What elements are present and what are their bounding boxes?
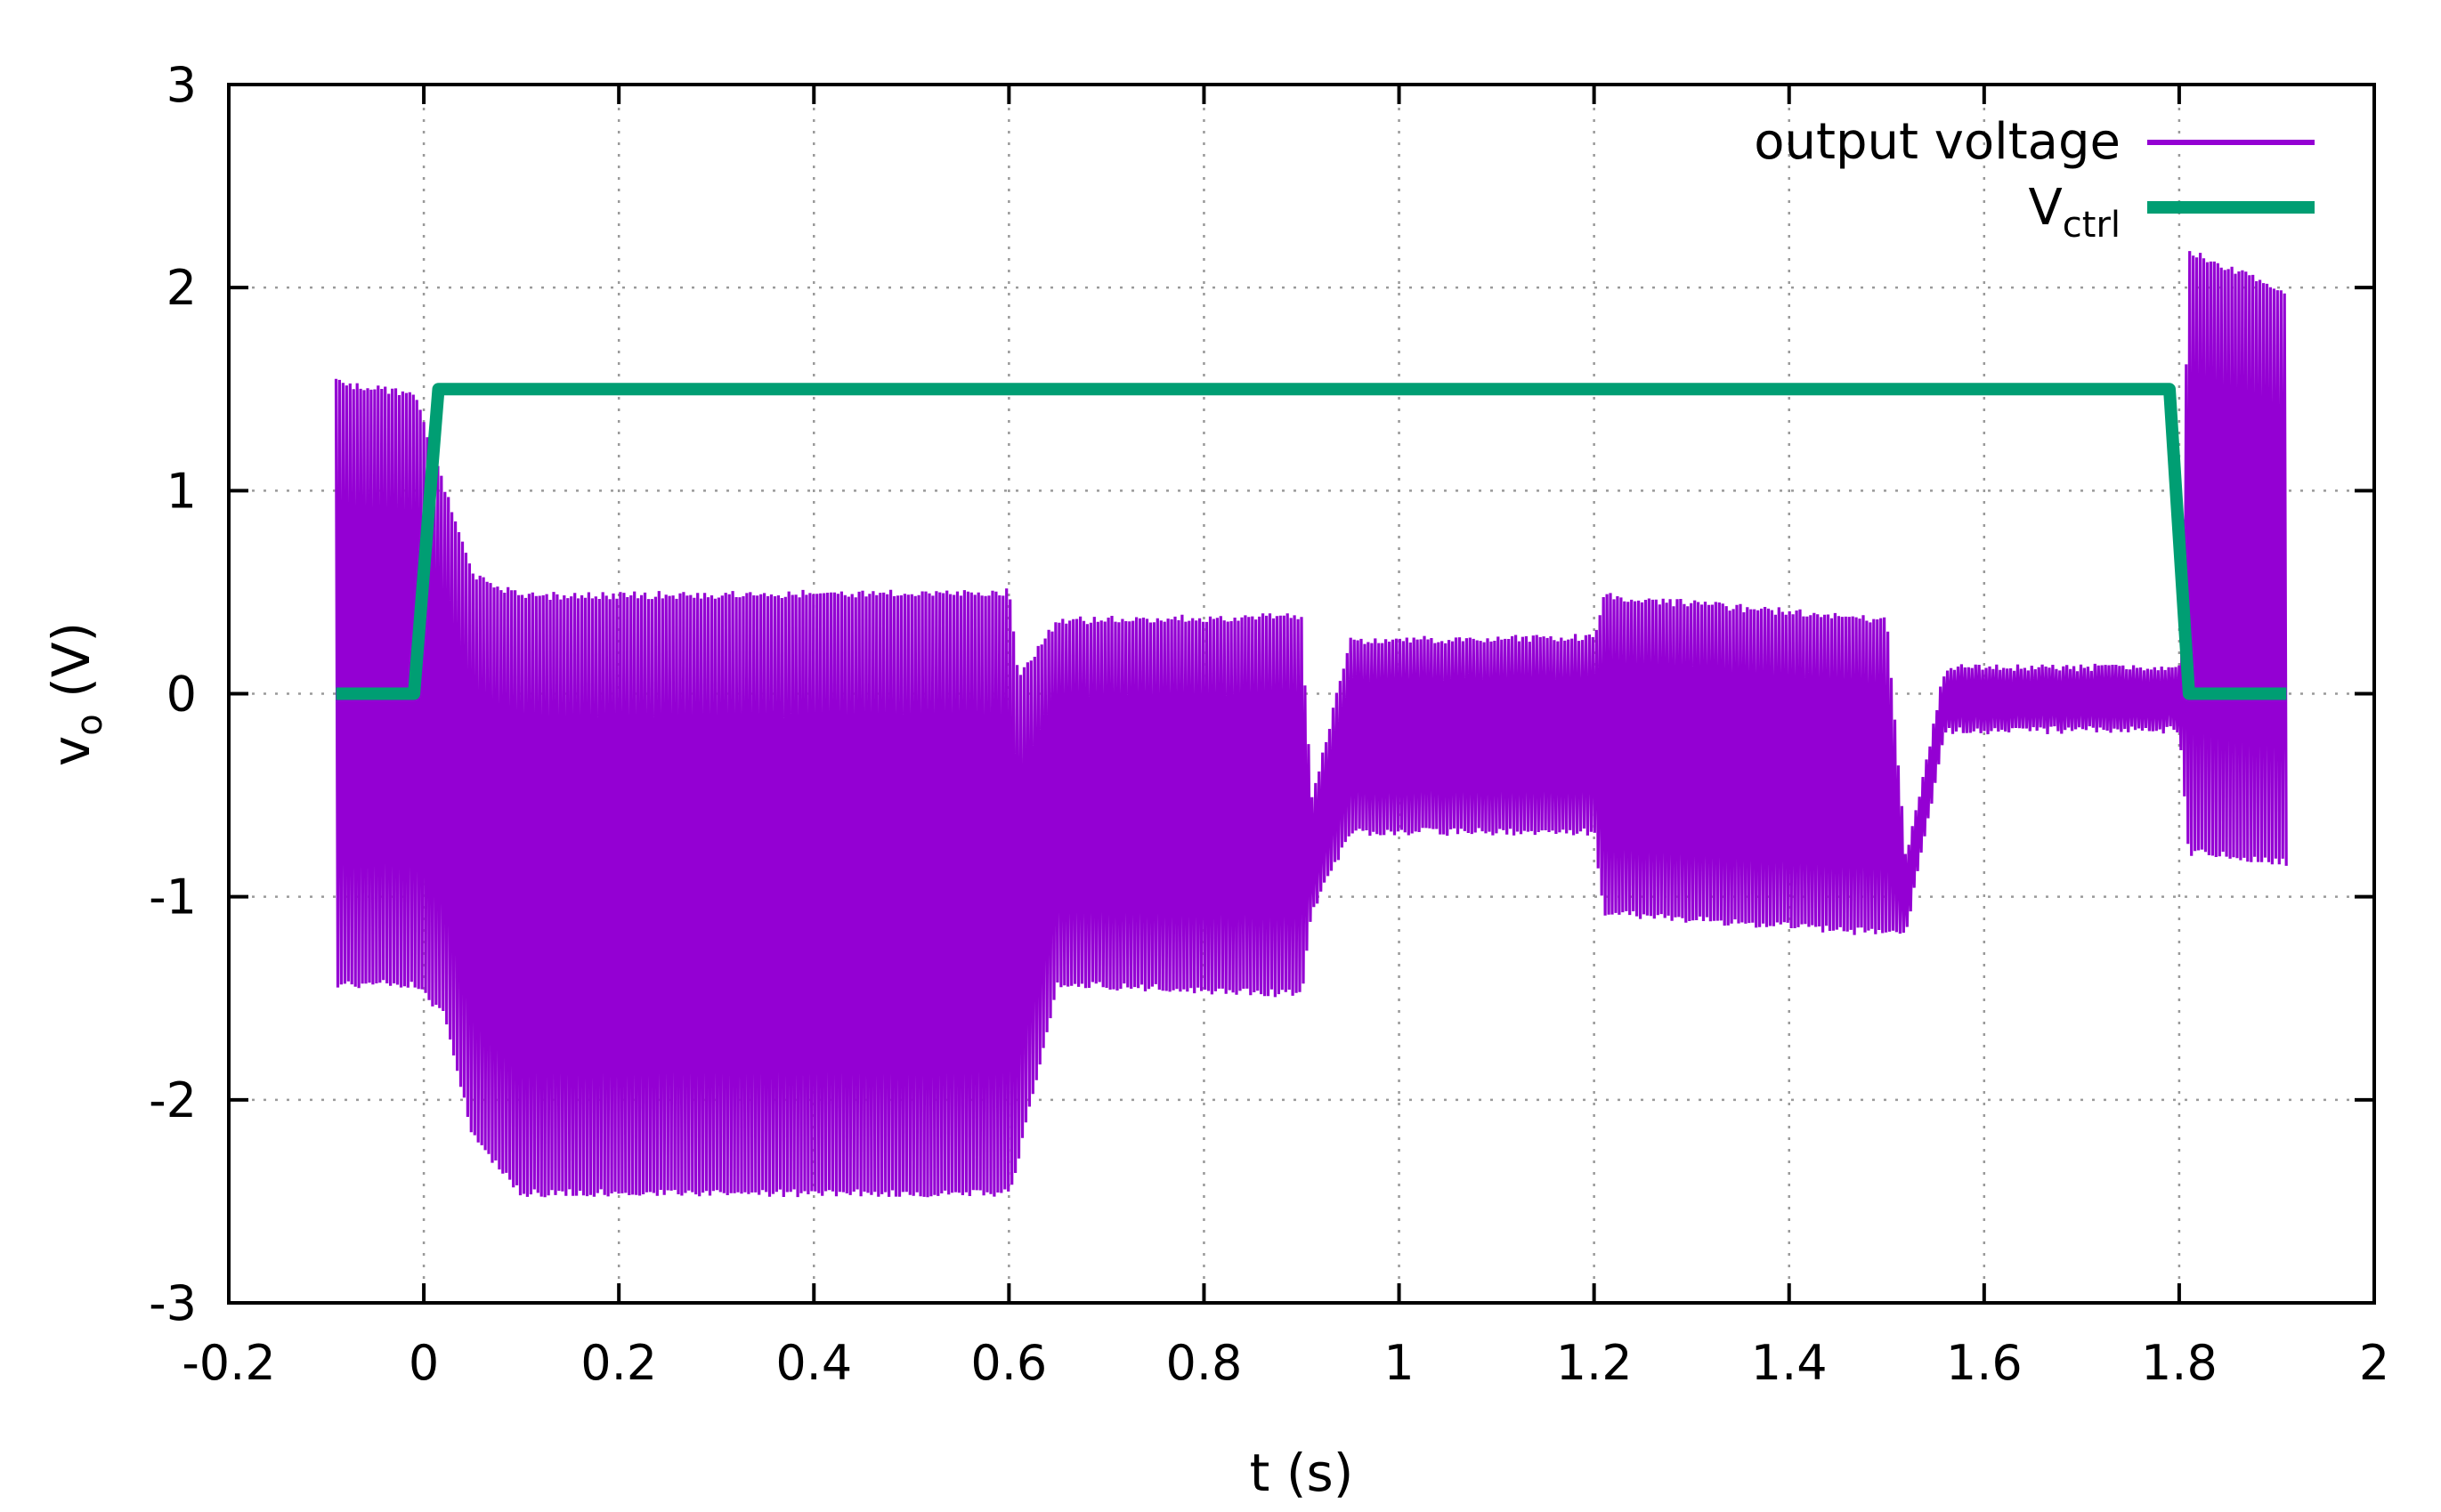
y-axis-label-sub: o [69,714,110,735]
x-tick-label: 1 [1383,1335,1414,1391]
series-line-vctrl [336,383,2287,700]
series-line-output-voltage [334,251,2288,1198]
legend-label-output-voltage: output voltage [1754,113,2121,171]
series-output-voltage [334,251,2288,1198]
y-axis-label-unit: (V) [41,622,101,714]
axis-ticks [227,83,2376,1305]
legend-label-vctrl-base: V [2028,179,2062,237]
x-tick-label: 1.4 [1751,1335,1828,1391]
y-tick-label: 0 [166,667,197,723]
x-tick-label: 0.6 [970,1335,1047,1391]
x-tick-label: 1.6 [1946,1335,2023,1391]
y-tick-label: 1 [166,463,197,519]
x-tick-label: 2 [2359,1335,2389,1391]
x-tick-labels: -0.2 0 0.2 0.4 0.6 0.8 1 1.2 1.4 1.6 1.8 2 [182,1335,2389,1391]
y-tick-labels: -3 -2 -1 0 1 2 3 [149,57,197,1331]
y-axis-label: vo (V) [41,622,110,766]
y-tick-label: 2 [166,260,197,316]
y-tick-label: -2 [149,1072,197,1128]
legend-label-vctrl-sub: ctrl [2063,205,2121,246]
x-tick-label: 0.2 [580,1335,657,1391]
x-tick-label: 1.2 [1556,1335,1633,1391]
legend-label-vctrl: Vctrl [2028,179,2121,246]
y-tick-label: -3 [149,1275,197,1331]
x-tick-label: -0.2 [182,1335,275,1391]
x-tick-label: 0 [409,1335,439,1391]
x-axis-label: t (s) [1250,1443,1354,1503]
x-tick-label: 1.8 [2141,1335,2218,1391]
x-tick-label: 0.8 [1166,1335,1243,1391]
y-tick-label: 3 [166,57,197,113]
legend: output voltage Vctrl [1754,113,2315,246]
x-tick-label: 0.4 [775,1335,852,1391]
y-tick-label: -1 [149,869,197,926]
y-axis-label-base: v [41,736,101,766]
series-vctrl [336,383,2287,700]
